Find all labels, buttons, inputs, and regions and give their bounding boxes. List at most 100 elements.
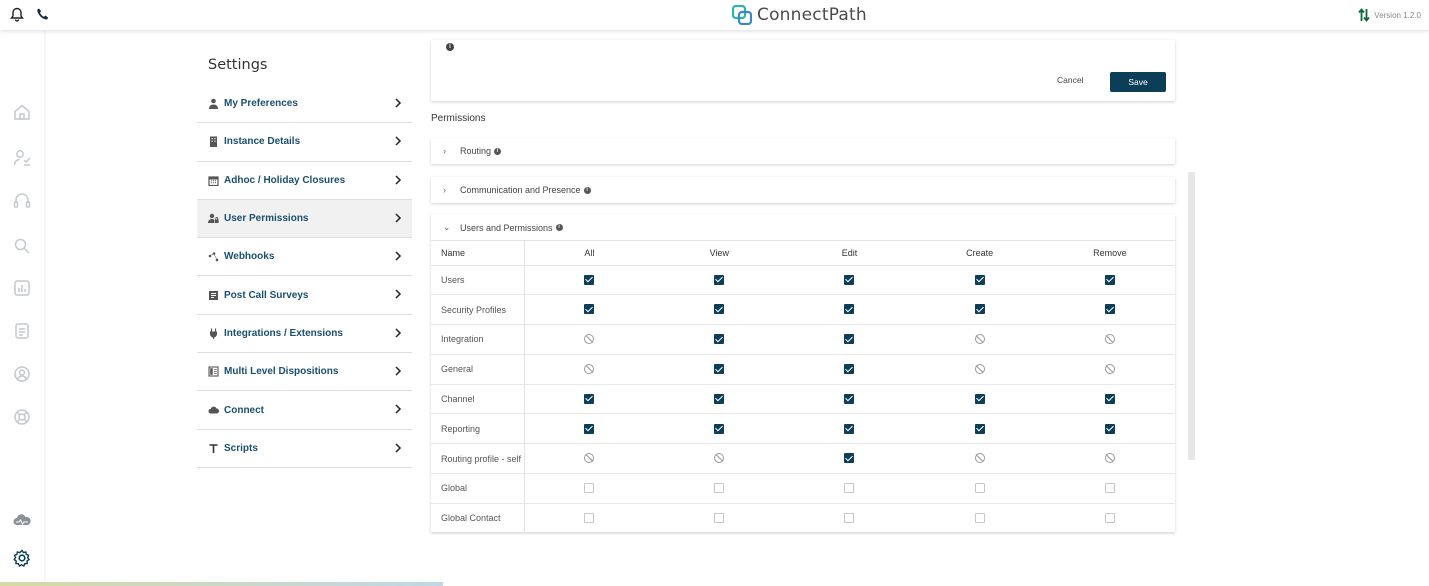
permission-checkbox[interactable] <box>844 423 855 434</box>
users-lock-icon <box>208 213 219 224</box>
save-button[interactable]: Save <box>1110 72 1166 92</box>
permission-checkbox[interactable] <box>974 304 985 315</box>
accordion-routing[interactable]: › Routing i <box>431 138 1175 164</box>
permission-cell-remove <box>1044 324 1175 355</box>
permission-cell-all <box>524 413 655 445</box>
permission-checkbox[interactable] <box>844 364 855 375</box>
sort-icon[interactable] <box>1358 8 1370 22</box>
cancel-button[interactable]: Cancel <box>1057 75 1084 85</box>
menu-item-adhoc-holiday-closures[interactable]: Adhoc / Holiday Closures <box>197 162 412 200</box>
menu-item-my-preferences[interactable]: My Preferences <box>197 85 412 124</box>
permission-cell-all <box>524 473 655 504</box>
info-icon[interactable]: i <box>555 224 563 231</box>
permission-name: Channel <box>431 384 525 415</box>
agents-icon[interactable] <box>12 148 32 168</box>
menu-item-multi-level-dispositions[interactable]: Multi Level Dispositions <box>197 353 412 392</box>
contacts-icon[interactable] <box>12 364 32 384</box>
webhook-icon <box>208 252 219 262</box>
chevron-right-icon <box>395 404 402 414</box>
permission-cell-remove <box>1044 443 1175 475</box>
permission-checkbox[interactable] <box>714 364 725 375</box>
scrollbar[interactable] <box>1188 172 1195 460</box>
permissions-title: Permissions <box>431 113 486 124</box>
permission-cell-view <box>654 503 785 534</box>
cloud-icon[interactable] <box>12 510 32 530</box>
permission-checkbox[interactable] <box>1104 393 1115 404</box>
permission-checkbox[interactable] <box>974 393 985 404</box>
support-icon[interactable] <box>12 407 32 427</box>
home-icon[interactable] <box>12 102 32 122</box>
info-icon[interactable]: i <box>446 43 454 51</box>
menu-item-scripts[interactable]: Scripts <box>197 430 412 468</box>
permission-checkbox[interactable] <box>974 483 985 494</box>
permission-checkbox[interactable] <box>714 423 725 434</box>
permission-cell-view <box>654 265 785 296</box>
permission-checkbox[interactable] <box>714 513 725 524</box>
permission-cell-create <box>914 413 1045 445</box>
menu-item-webhooks[interactable]: Webhooks <box>197 238 412 277</box>
permission-checkbox[interactable] <box>844 334 855 345</box>
user-icon <box>209 98 218 110</box>
permission-checkbox[interactable] <box>584 304 595 315</box>
permission-checkbox[interactable] <box>844 513 855 524</box>
chevron-right-icon: › <box>443 146 446 156</box>
left-rail <box>0 30 44 586</box>
permission-checkbox[interactable] <box>714 304 725 315</box>
phone-icon[interactable] <box>36 7 52 23</box>
permission-checkbox[interactable] <box>584 274 595 285</box>
permission-checkbox[interactable] <box>844 274 855 285</box>
permission-checkbox[interactable] <box>584 393 595 404</box>
permission-checkbox[interactable] <box>1104 423 1115 434</box>
permission-checkbox[interactable] <box>974 274 985 285</box>
permission-cell-edit <box>784 413 915 445</box>
permission-checkbox[interactable] <box>584 423 595 434</box>
permission-checkbox[interactable] <box>844 453 855 464</box>
bell-icon[interactable] <box>10 7 26 23</box>
permission-cell-view <box>654 473 785 504</box>
permission-checkbox[interactable] <box>1104 274 1115 285</box>
menu-item-post-call-surveys[interactable]: Post Call Surveys <box>197 276 412 315</box>
permission-checkbox[interactable] <box>844 393 855 404</box>
edit-card: i Cancel Save <box>431 40 1175 101</box>
permission-checkbox[interactable] <box>714 393 725 404</box>
info-icon[interactable]: i <box>583 186 591 194</box>
chevron-right-icon <box>395 213 402 223</box>
app-name: ConnectPath <box>757 5 867 25</box>
not-allowed-icon <box>584 364 595 375</box>
permission-cell-view <box>654 354 785 385</box>
menu-item-user-permissions[interactable]: User Permissions <box>197 199 412 239</box>
reports-icon[interactable] <box>12 278 32 298</box>
info-icon[interactable]: i <box>494 147 502 155</box>
logo-mark-icon <box>732 5 752 25</box>
permission-checkbox[interactable] <box>844 483 855 494</box>
settings-icon[interactable] <box>12 548 32 568</box>
permission-cell-all <box>524 294 655 326</box>
search-icon[interactable] <box>12 236 32 256</box>
accordion-header[interactable]: ⌄ Users and Permissions i <box>431 215 1175 241</box>
permission-checkbox[interactable] <box>974 423 985 434</box>
accordion-communication-presence[interactable]: › Communication and Presence i <box>431 177 1175 203</box>
permission-checkbox[interactable] <box>714 483 725 494</box>
permission-checkbox[interactable] <box>714 274 725 285</box>
not-allowed-icon <box>584 334 595 345</box>
building-icon <box>210 136 217 148</box>
permission-checkbox[interactable] <box>1104 513 1115 524</box>
permission-checkbox[interactable] <box>714 334 725 345</box>
permission-checkbox[interactable] <box>844 304 855 315</box>
permission-checkbox[interactable] <box>584 483 595 494</box>
table-row: Integration <box>431 324 1175 355</box>
permission-checkbox[interactable] <box>584 513 595 524</box>
permission-checkbox[interactable] <box>974 513 985 524</box>
survey-icon <box>209 290 218 300</box>
headset-icon[interactable] <box>12 191 32 211</box>
menu-item-connect[interactable]: Connect <box>197 391 412 430</box>
chevron-right-icon <box>395 136 402 146</box>
permission-checkbox[interactable] <box>1104 304 1115 315</box>
menu-item-integrations-extensions[interactable]: Integrations / Extensions <box>197 315 412 354</box>
permission-checkbox[interactable] <box>1104 483 1115 494</box>
permission-cell-all <box>524 443 655 475</box>
tasks-icon[interactable] <box>12 321 32 341</box>
permission-name: Security Profiles <box>431 294 525 326</box>
menu-item-instance-details[interactable]: Instance Details <box>197 123 412 162</box>
not-allowed-icon <box>974 453 985 464</box>
